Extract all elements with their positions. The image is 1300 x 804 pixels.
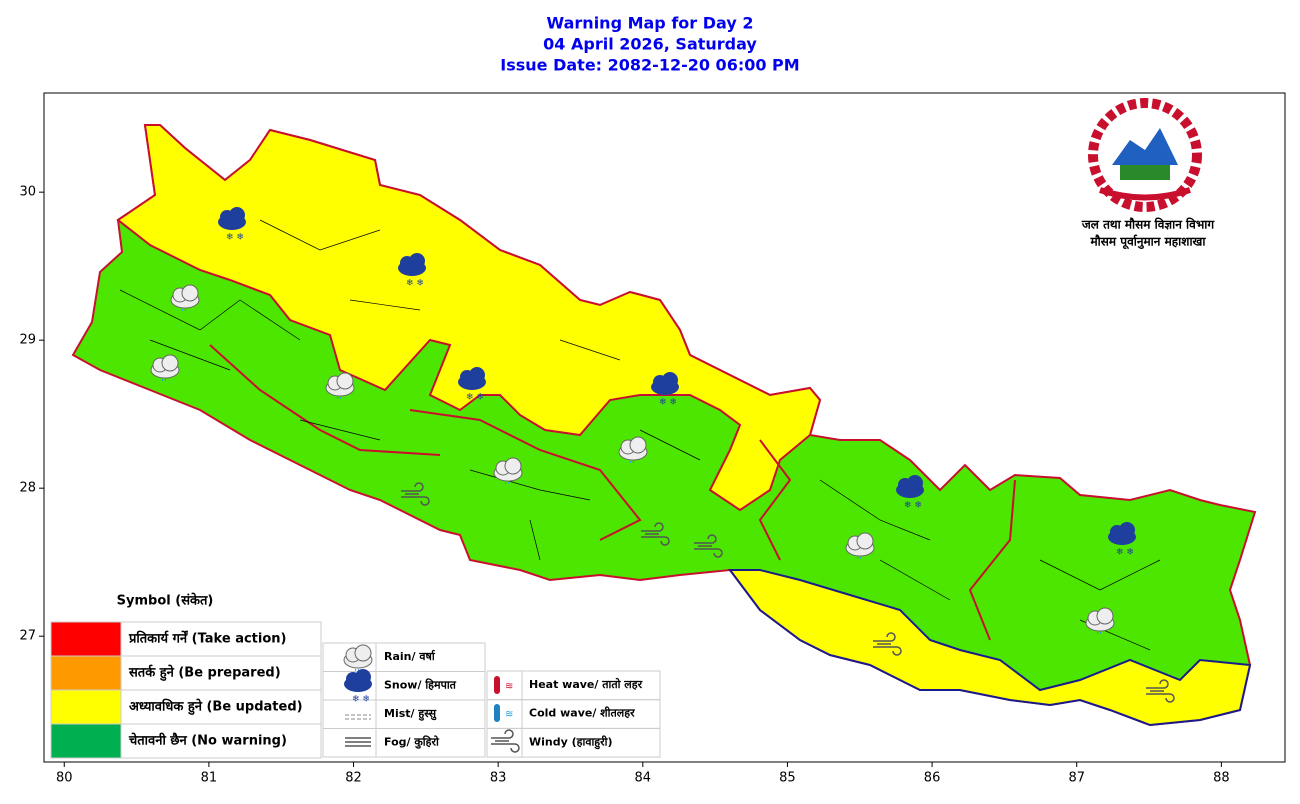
- symbol-label: Snow/ हिमपात: [384, 678, 457, 692]
- legend-title: Symbol (संकेत): [117, 593, 214, 609]
- y-tick-label: 30: [19, 185, 36, 200]
- emblem: जल तथा मौसम विज्ञान विभाग मौसम पूर्वानुम…: [1081, 98, 1216, 250]
- symbol-label: Fog/ कुहिरो: [384, 735, 440, 750]
- title-block: Warning Map for Day 2 04 April 2026, Sat…: [500, 14, 799, 75]
- heat-icon: [494, 676, 500, 694]
- y-tick-label: 29: [19, 333, 36, 348]
- level-swatch: [50, 655, 122, 691]
- symbol-label: Heat wave/ तातो लहर: [529, 677, 643, 691]
- level-cell: [120, 689, 322, 725]
- province-border: [209, 344, 1016, 641]
- symbol-cell: [521, 727, 661, 758]
- level-label: चेतावनी छैन (No warning): [128, 733, 287, 749]
- x-tick-label: 80: [56, 771, 73, 786]
- level-cell: [120, 655, 322, 691]
- legend: Symbol (संकेत) प्रतिकार्य गर्नें (Take a…: [50, 593, 661, 759]
- cold-icon: [494, 704, 500, 722]
- x-tick-label: 86: [924, 771, 941, 786]
- y-tick-label: 27: [19, 629, 36, 644]
- logo-text: जल तथा मौसम विज्ञान विभाग: [1081, 218, 1216, 232]
- x-tick-label: 87: [1068, 771, 1085, 786]
- symbol-label: Cold wave/ शीतलहर: [529, 706, 635, 720]
- level-swatch: [50, 723, 122, 759]
- level-cell: [120, 621, 322, 657]
- level-cell: [120, 723, 322, 759]
- level-label: सतर्क हुने (Be prepared): [128, 665, 281, 682]
- title-line: Issue Date: 2082-12-20 06:00 PM: [500, 56, 799, 75]
- mist-icon: [345, 714, 371, 720]
- cold-icon: ≋: [505, 709, 513, 720]
- symbol-label: Windy (हावाहुरी): [529, 734, 613, 749]
- nepal-map: [71, 124, 1257, 727]
- be-updated-area: [116, 124, 822, 512]
- district-border: [119, 219, 1161, 651]
- fog-icon: [345, 737, 371, 747]
- x-tick-label: 83: [490, 771, 507, 786]
- x-tick-label: 84: [635, 771, 652, 786]
- symbol-icons: ≋ ≋: [343, 644, 520, 753]
- symbol-label: Rain/ वर्षा: [384, 649, 436, 663]
- axes: 80 81 82 83 84 85 86 87 88 27 28 29 30: [19, 185, 1229, 786]
- level-label: प्रतिकार्य गर्नें (Take action): [128, 631, 286, 647]
- level-swatch: [50, 689, 122, 725]
- symbol-cell: [375, 728, 486, 758]
- title-line: Warning Map for Day 2: [547, 14, 754, 33]
- x-tick-label: 82: [345, 771, 362, 786]
- x-tick-label: 88: [1213, 771, 1230, 786]
- x-tick-label: 81: [201, 771, 218, 786]
- title-line: 04 April 2026, Saturday: [543, 35, 757, 54]
- heat-icon: ≋: [505, 681, 513, 692]
- level-label: अध्यावधिक हुने (Be updated): [129, 699, 303, 716]
- x-tick-label: 85: [779, 771, 796, 786]
- be-updated-area: [728, 569, 1252, 727]
- logo-text: मौसम पूर्वानुमान महाशाखा: [1090, 235, 1207, 250]
- level-swatch: [50, 621, 122, 657]
- symbol-label: Mist/ हुस्सु: [384, 707, 437, 721]
- y-tick-label: 28: [19, 481, 36, 496]
